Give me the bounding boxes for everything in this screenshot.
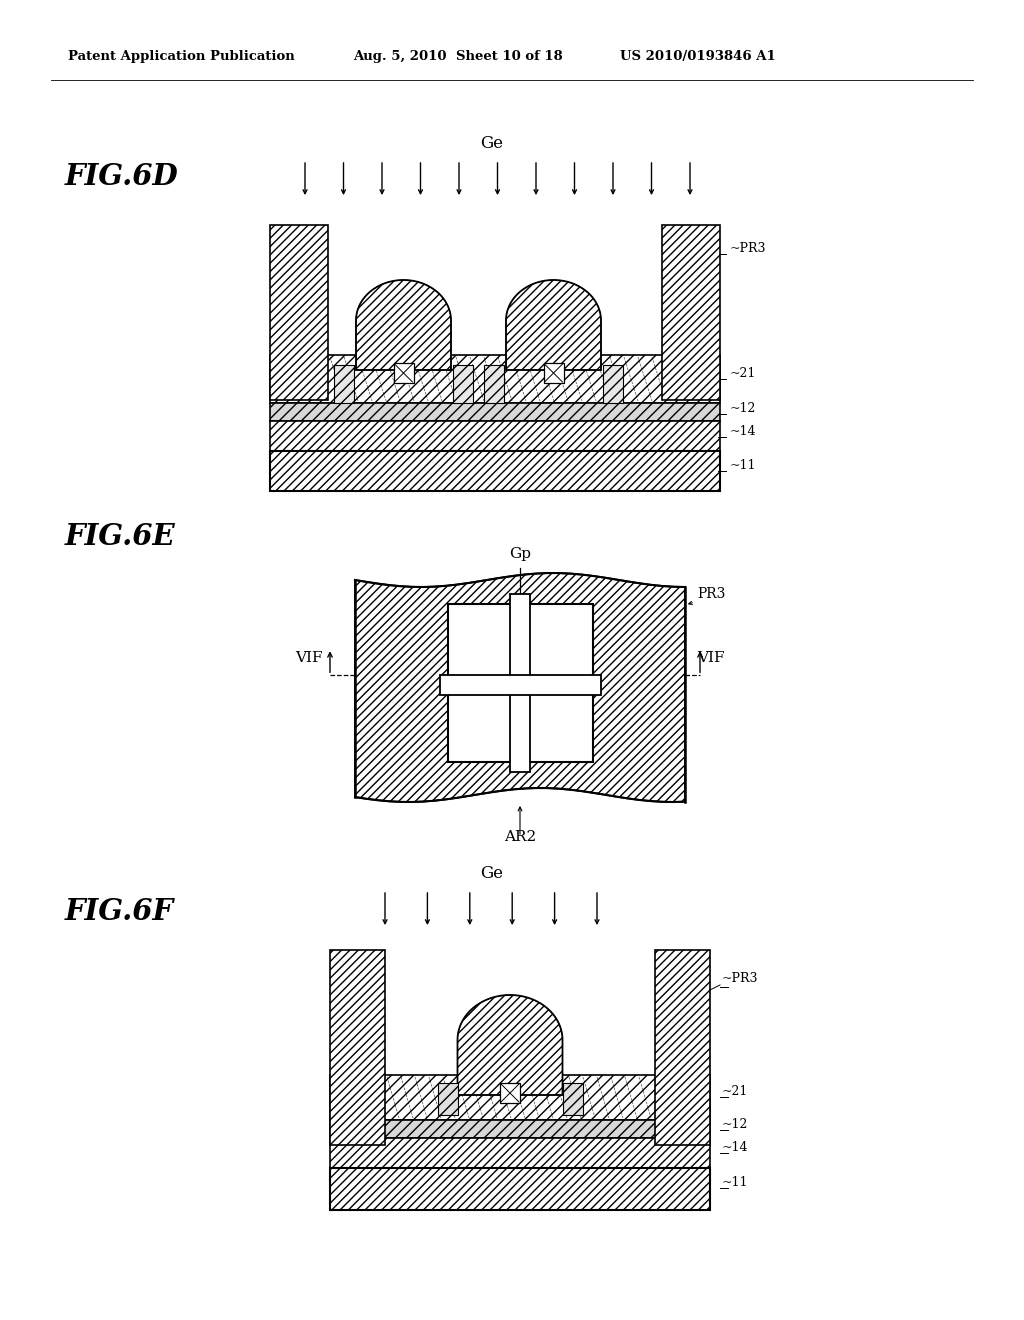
Bar [544, 363, 563, 383]
Bar [270, 451, 720, 491]
Polygon shape [458, 995, 562, 1096]
Text: ~21: ~21 [730, 367, 757, 380]
Text: Ge: Ge [480, 135, 504, 152]
Text: ~11: ~11 [730, 459, 757, 473]
Bar [500, 1082, 520, 1104]
Bar [655, 950, 710, 1144]
Bar [484, 366, 504, 403]
Text: ~PR3: ~PR3 [730, 242, 767, 255]
Bar [603, 366, 623, 403]
Bar [330, 1074, 710, 1119]
Bar [330, 1119, 710, 1138]
Bar [270, 403, 720, 421]
Bar [510, 594, 530, 771]
Text: Gp: Gp [509, 546, 531, 561]
Text: PR3: PR3 [697, 587, 725, 601]
Polygon shape [506, 280, 601, 370]
Text: FIG.6F: FIG.6F [65, 898, 174, 927]
Text: Patent Application Publication: Patent Application Publication [68, 50, 295, 63]
Polygon shape [356, 280, 451, 370]
Bar [453, 366, 473, 403]
Bar [393, 363, 414, 383]
Bar [439, 675, 600, 694]
Bar [330, 1138, 710, 1168]
Text: ~21: ~21 [722, 1085, 749, 1098]
Text: AR2: AR2 [504, 830, 537, 843]
Bar [437, 1082, 458, 1115]
Text: ~14: ~14 [730, 425, 757, 438]
Text: Aug. 5, 2010: Aug. 5, 2010 [353, 50, 446, 63]
Text: ~14: ~14 [722, 1140, 749, 1154]
Text: Sheet 10 of 18: Sheet 10 of 18 [456, 50, 563, 63]
Bar [270, 355, 720, 403]
Text: Ge: Ge [480, 865, 504, 882]
Text: VIF: VIF [295, 651, 323, 665]
Bar [447, 603, 593, 762]
Text: ~PR3: ~PR3 [722, 972, 759, 985]
Bar [330, 950, 385, 1144]
Text: VIF: VIF [697, 651, 725, 665]
Text: ~12: ~12 [722, 1118, 749, 1131]
Text: US 2010/0193846 A1: US 2010/0193846 A1 [620, 50, 776, 63]
Text: FIG.6D: FIG.6D [65, 162, 179, 191]
Bar [270, 421, 720, 451]
Text: FIG.6E: FIG.6E [65, 521, 176, 550]
Text: ~11: ~11 [722, 1176, 749, 1189]
Bar [334, 366, 354, 403]
Text: ~12: ~12 [730, 403, 757, 414]
Bar [330, 1168, 710, 1210]
Bar [270, 224, 328, 400]
Polygon shape [355, 573, 685, 803]
Bar [662, 224, 720, 400]
Bar [562, 1082, 583, 1115]
